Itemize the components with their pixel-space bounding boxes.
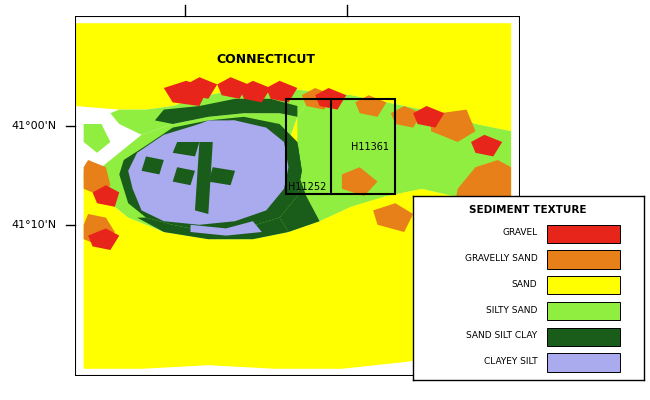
Bar [547, 353, 621, 372]
Polygon shape [453, 160, 511, 261]
Bar [547, 276, 621, 294]
Polygon shape [155, 99, 298, 124]
Polygon shape [471, 135, 502, 156]
Polygon shape [84, 178, 511, 369]
Polygon shape [120, 117, 302, 232]
Polygon shape [88, 113, 320, 239]
Bar [547, 250, 621, 269]
Text: SEDIMENT TEXTURE: SEDIMENT TEXTURE [469, 205, 587, 215]
Polygon shape [75, 23, 511, 131]
Text: GRAVELLY SAND: GRAVELLY SAND [465, 254, 538, 263]
Polygon shape [111, 88, 315, 135]
Polygon shape [431, 110, 476, 142]
Polygon shape [342, 167, 378, 196]
Polygon shape [217, 77, 248, 99]
Polygon shape [315, 88, 346, 110]
Polygon shape [92, 185, 120, 207]
Polygon shape [391, 106, 422, 128]
Polygon shape [356, 95, 386, 117]
Polygon shape [190, 120, 235, 135]
Polygon shape [84, 160, 111, 196]
Polygon shape [128, 120, 289, 225]
Text: CLAYEY SILT: CLAYEY SILT [484, 357, 538, 366]
Polygon shape [289, 92, 511, 221]
Polygon shape [298, 92, 511, 221]
Bar [547, 328, 621, 346]
Polygon shape [142, 156, 164, 174]
Text: CONNECTICUT: CONNECTICUT [216, 53, 316, 66]
Text: SAND: SAND [512, 280, 538, 289]
Bar [547, 302, 621, 320]
Bar [547, 224, 621, 243]
Polygon shape [239, 81, 270, 102]
Polygon shape [173, 167, 195, 185]
Polygon shape [88, 228, 120, 250]
Text: 41°10'N: 41°10'N [12, 220, 57, 230]
Polygon shape [208, 167, 235, 185]
Polygon shape [164, 81, 208, 106]
Polygon shape [84, 171, 101, 196]
Polygon shape [373, 203, 413, 232]
Polygon shape [186, 77, 217, 99]
Polygon shape [84, 214, 115, 246]
Bar [286, 99, 395, 194]
Text: H11361: H11361 [351, 142, 389, 152]
Polygon shape [173, 142, 200, 156]
Text: 41°00'N: 41°00'N [12, 121, 57, 131]
Polygon shape [266, 81, 298, 102]
Polygon shape [190, 221, 262, 236]
Text: GRAVEL: GRAVEL [502, 228, 538, 237]
Text: SILTY SAND: SILTY SAND [486, 306, 538, 314]
Polygon shape [84, 124, 111, 153]
Polygon shape [413, 106, 445, 128]
Text: SAND SILT CLAY: SAND SILT CLAY [466, 331, 538, 340]
Polygon shape [302, 88, 333, 110]
Polygon shape [280, 106, 320, 232]
Polygon shape [137, 218, 289, 239]
Text: H11252: H11252 [288, 182, 326, 192]
Polygon shape [195, 142, 213, 214]
